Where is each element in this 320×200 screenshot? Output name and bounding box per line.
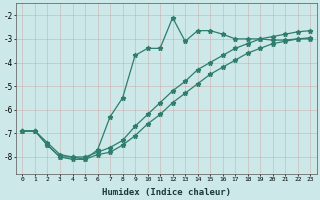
- X-axis label: Humidex (Indice chaleur): Humidex (Indice chaleur): [102, 188, 231, 197]
